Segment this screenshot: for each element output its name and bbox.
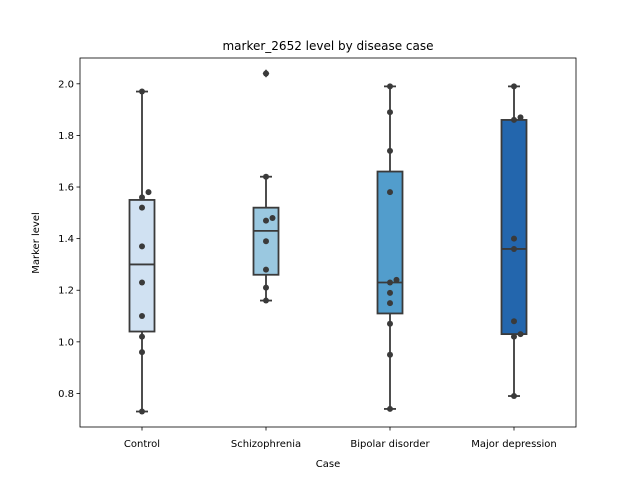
data-point bbox=[263, 266, 269, 273]
y-tick-label: 1.2 bbox=[58, 286, 74, 297]
data-point bbox=[263, 217, 269, 224]
data-point bbox=[387, 300, 393, 307]
box-iqr bbox=[500, 119, 528, 336]
box-group-control bbox=[128, 90, 156, 413]
data-point bbox=[511, 393, 517, 400]
data-point bbox=[139, 204, 145, 211]
data-point bbox=[393, 276, 400, 283]
data-point bbox=[387, 320, 393, 327]
data-point bbox=[387, 351, 393, 358]
data-point bbox=[387, 405, 393, 412]
x-tick-label: Bipolar disorder bbox=[350, 439, 430, 450]
x-axis-label: Case bbox=[316, 459, 340, 470]
data-point bbox=[387, 189, 393, 196]
data-point bbox=[139, 408, 145, 415]
data-point bbox=[387, 289, 393, 296]
data-point bbox=[139, 349, 145, 356]
y-tick-label: 2.0 bbox=[58, 79, 74, 90]
x-tick-label: Major depression bbox=[471, 439, 557, 450]
data-point bbox=[139, 279, 145, 286]
data-point bbox=[139, 88, 145, 95]
data-point bbox=[517, 331, 524, 338]
data-point bbox=[139, 313, 145, 320]
y-tick-label: 1.6 bbox=[58, 183, 74, 194]
data-point bbox=[139, 243, 145, 250]
y-axis-label: Marker level bbox=[31, 212, 42, 274]
data-point bbox=[511, 245, 517, 252]
data-point bbox=[139, 194, 145, 201]
y-tick-label: 1.4 bbox=[58, 234, 74, 245]
x-tick-label: Schizophrenia bbox=[231, 439, 301, 450]
data-point bbox=[517, 114, 524, 121]
plot-area bbox=[128, 69, 528, 415]
chart-title: marker_2652 level by disease case bbox=[222, 39, 433, 53]
data-point bbox=[263, 284, 269, 291]
y-tick-label: 1.0 bbox=[58, 337, 74, 348]
data-point bbox=[511, 235, 517, 242]
data-point bbox=[263, 238, 269, 245]
data-point bbox=[511, 116, 517, 123]
data-point bbox=[511, 318, 517, 325]
data-point bbox=[511, 333, 517, 340]
y-tick-label: 0.8 bbox=[58, 389, 74, 400]
axes-frame bbox=[79, 57, 577, 428]
data-point bbox=[511, 83, 517, 90]
data-point bbox=[263, 70, 269, 77]
box-iqr bbox=[128, 199, 156, 333]
data-point bbox=[263, 297, 269, 304]
data-point bbox=[139, 333, 145, 340]
box-iqr bbox=[376, 170, 404, 315]
data-point bbox=[263, 173, 269, 180]
data-point bbox=[387, 83, 393, 90]
data-point bbox=[387, 279, 393, 286]
data-point bbox=[387, 109, 393, 116]
data-point bbox=[269, 214, 276, 221]
data-point bbox=[387, 147, 393, 154]
x-tick-label: Control bbox=[124, 439, 160, 450]
box-group-bipolar-disorder bbox=[376, 85, 404, 410]
data-point bbox=[145, 189, 152, 196]
y-tick-label: 1.8 bbox=[58, 131, 74, 142]
